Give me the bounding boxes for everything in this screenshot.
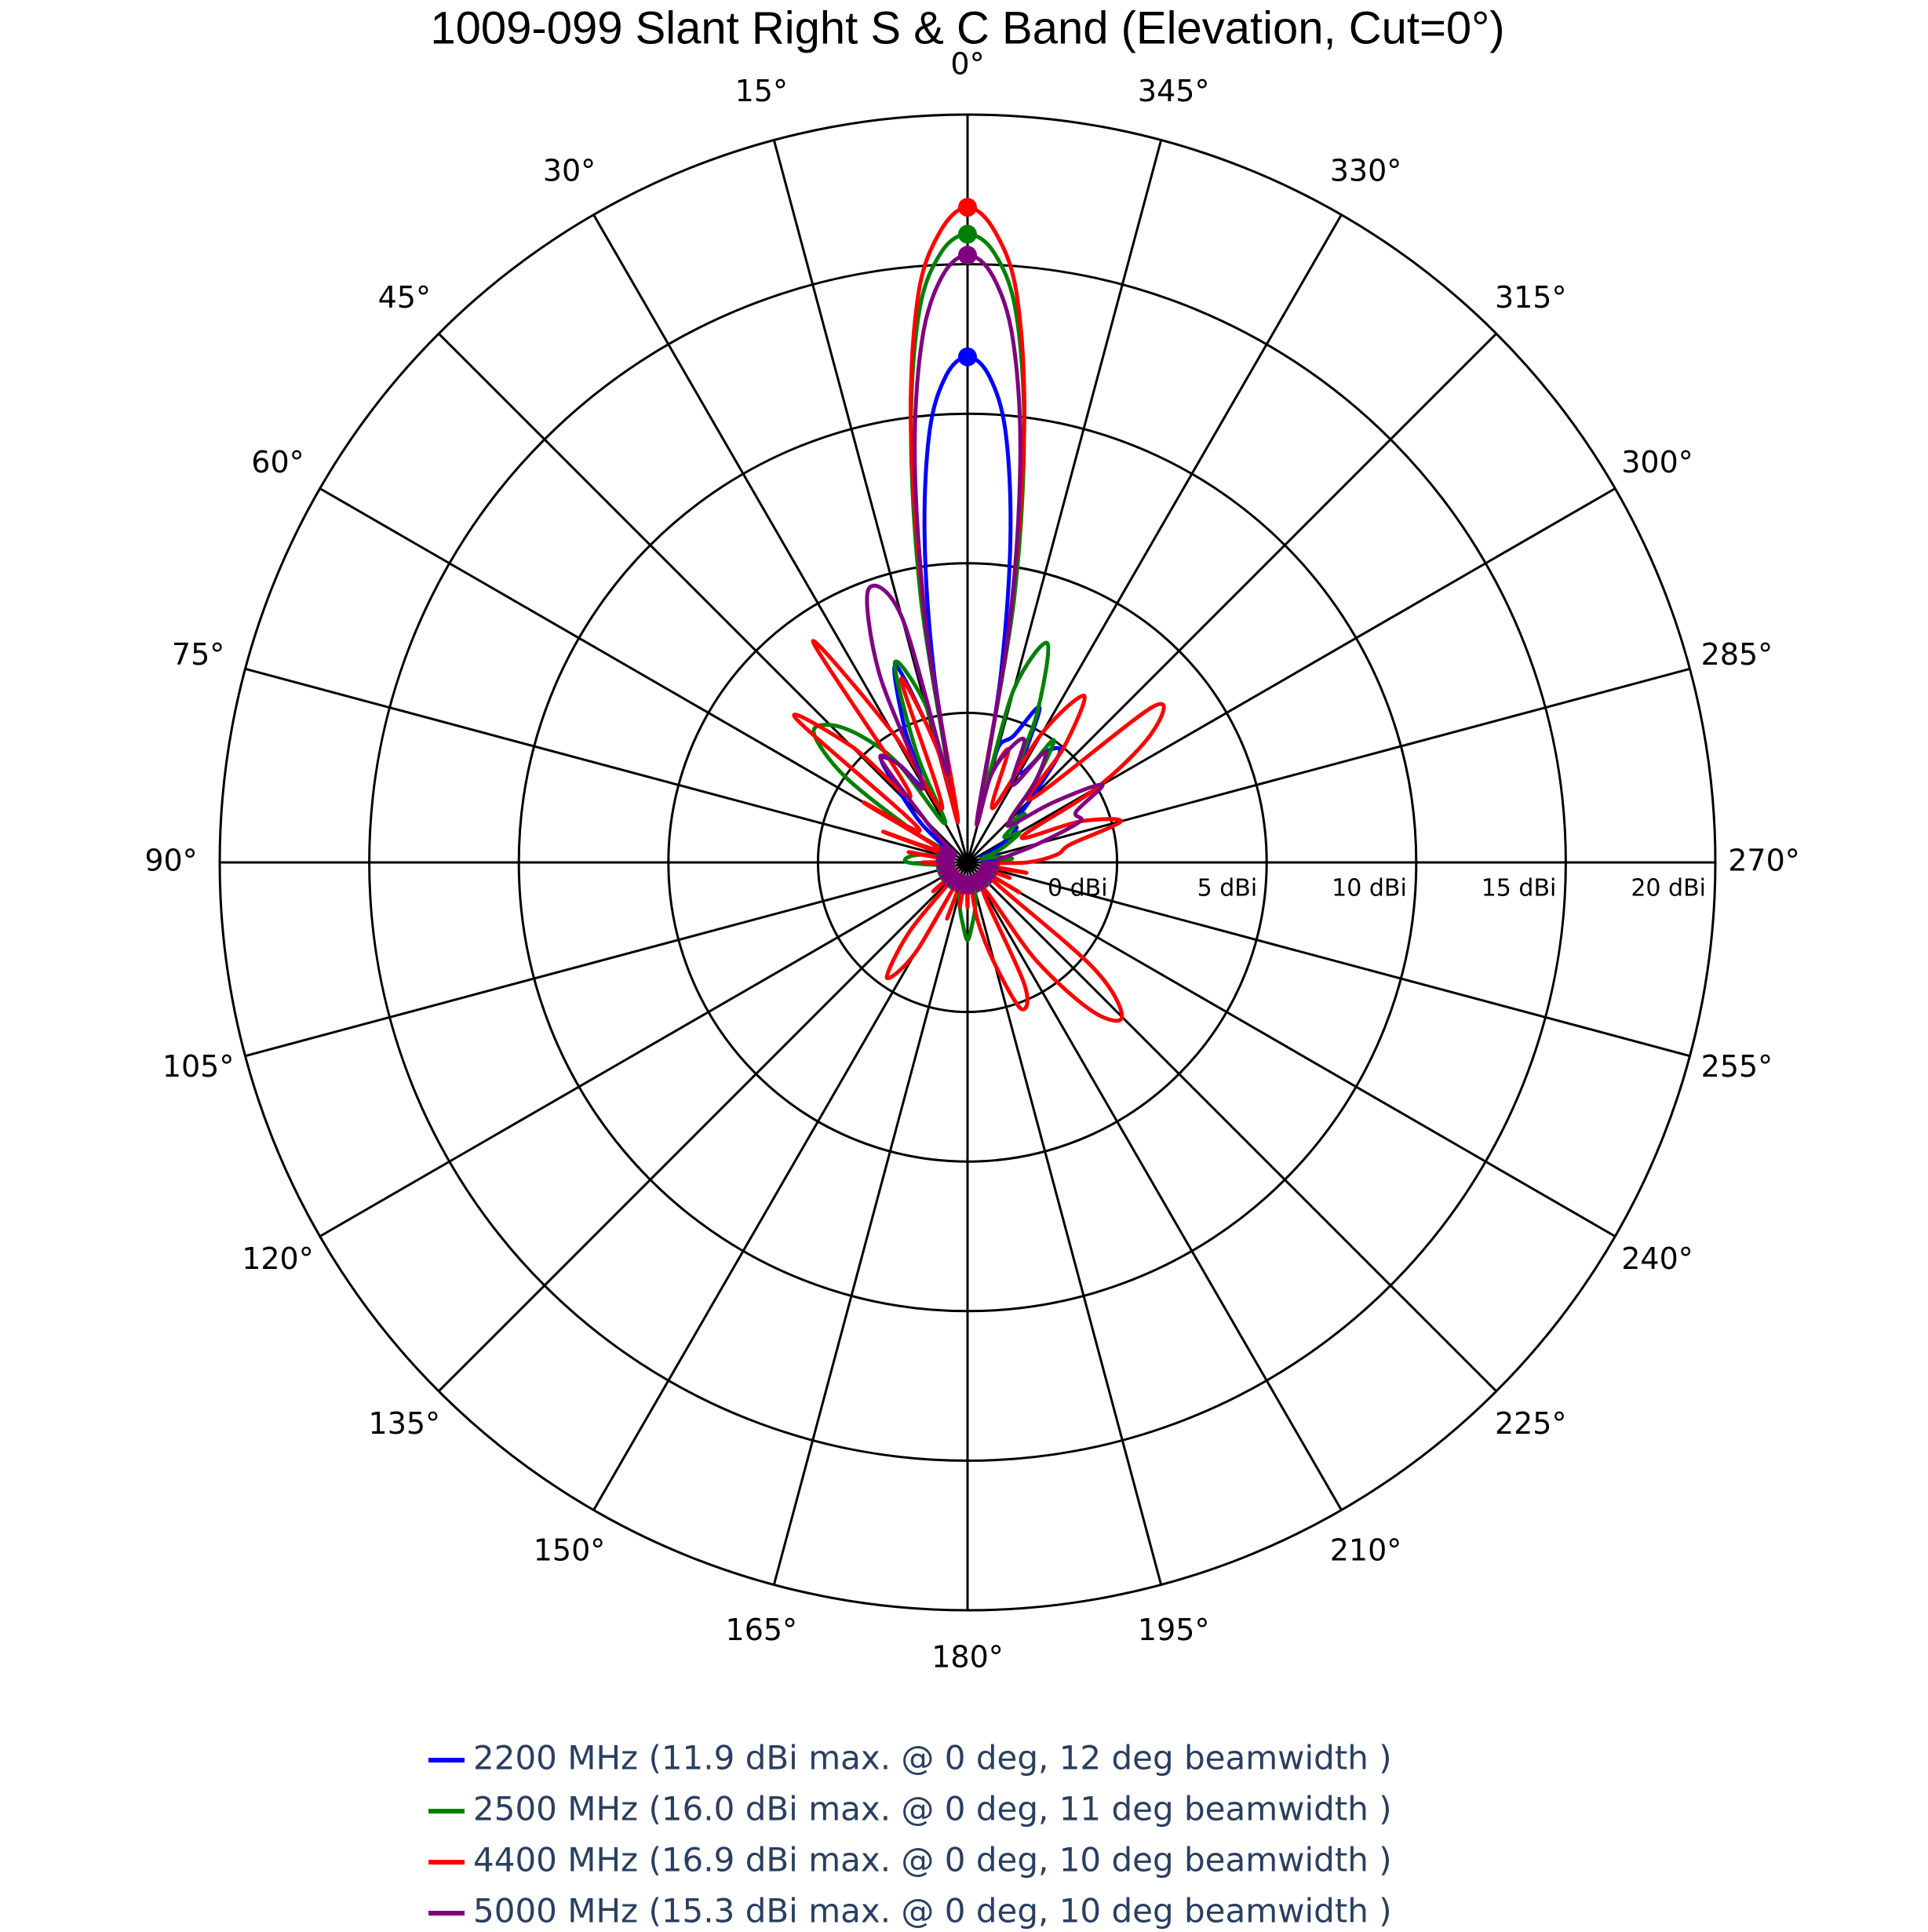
theta-tick-label: 60° xyxy=(251,445,304,479)
theta-tick-label: 240° xyxy=(1621,1241,1693,1276)
grid-spoke xyxy=(966,333,1497,864)
r-tick-label: 5 dBi xyxy=(1197,875,1258,902)
grid-spoke xyxy=(772,862,969,1585)
theta-tick-label: 330° xyxy=(1330,153,1402,188)
r-tick-label: 0 dBi xyxy=(1048,875,1108,902)
grid-spoke xyxy=(967,487,1616,864)
legend-label: 2200 MHz (11.9 dBi max. @ 0 deg, 12 deg … xyxy=(473,1739,1392,1777)
theta-tick-label: 15° xyxy=(735,74,788,108)
grid-spoke xyxy=(966,862,1163,1585)
grid-spoke xyxy=(438,861,969,1392)
theta-tick-label: 75° xyxy=(172,637,224,672)
theta-tick-label: 285° xyxy=(1701,637,1773,672)
grid-spoke xyxy=(967,861,1616,1238)
grid-spoke xyxy=(966,861,1497,1392)
theta-tick-label: 135° xyxy=(369,1406,441,1441)
grid-spoke xyxy=(438,333,969,864)
theta-tick-label: 165° xyxy=(726,1613,798,1647)
legend: 2200 MHz (11.9 dBi max. @ 0 deg, 12 deg … xyxy=(428,1739,1392,1930)
theta-tick-label: 195° xyxy=(1138,1613,1210,1647)
theta-tick-label: 0° xyxy=(950,47,984,82)
legend-label: 5000 MHz (15.3 dBi max. @ 0 deg, 10 deg … xyxy=(473,1892,1392,1930)
grid-spoke xyxy=(319,487,968,864)
theta-tick-label: 210° xyxy=(1330,1533,1402,1568)
theta-tick-label: 30° xyxy=(543,153,596,188)
grid-spoke xyxy=(966,862,1343,1511)
chart-title: 1009-099 Slant Right S & C Band (Elevati… xyxy=(430,2,1504,53)
legend-label: 2500 MHz (16.0 dBi max. @ 0 deg, 11 deg … xyxy=(473,1790,1392,1828)
polar-grid xyxy=(218,113,1717,1612)
theta-tick-label: 300° xyxy=(1621,445,1693,479)
theta-tick-label: 150° xyxy=(534,1533,606,1568)
theta-tick-label: 90° xyxy=(144,844,197,878)
peak-marker xyxy=(958,347,977,366)
grid-spoke xyxy=(592,862,969,1511)
theta-tick-label: 225° xyxy=(1495,1406,1567,1441)
grid-spoke xyxy=(245,861,968,1058)
legend-label: 4400 MHz (16.9 dBi max. @ 0 deg, 10 deg … xyxy=(473,1841,1392,1879)
traces xyxy=(792,198,1166,1023)
pattern-line xyxy=(865,253,1105,895)
theta-tick-label: 255° xyxy=(1701,1049,1773,1084)
axis-labels: 0° 15° 30° 45° 60° 75° 90° 105° 120° 135° 150° 165°… xyxy=(144,47,1799,1675)
theta-tick-label: 120° xyxy=(242,1241,314,1276)
theta-tick-label: 315° xyxy=(1495,280,1567,315)
r-tick-label: 20 dBi xyxy=(1631,875,1706,902)
theta-tick-label: 45° xyxy=(378,280,431,315)
peak-marker xyxy=(958,224,977,244)
theta-tick-label: 345° xyxy=(1138,74,1210,108)
theta-tick-label: 270° xyxy=(1728,844,1800,878)
peak-marker xyxy=(958,246,977,265)
r-tick-label: 10 dBi xyxy=(1332,875,1407,902)
peak-marker xyxy=(958,198,977,217)
grid-spoke xyxy=(967,861,1690,1058)
r-tick-label: 15 dBi xyxy=(1482,875,1557,902)
grid-spoke xyxy=(245,667,968,864)
theta-tick-label: 180° xyxy=(931,1640,1004,1675)
grid-spoke xyxy=(967,667,1690,864)
grid-spoke xyxy=(319,861,968,1238)
theta-tick-label: 105° xyxy=(162,1049,235,1084)
